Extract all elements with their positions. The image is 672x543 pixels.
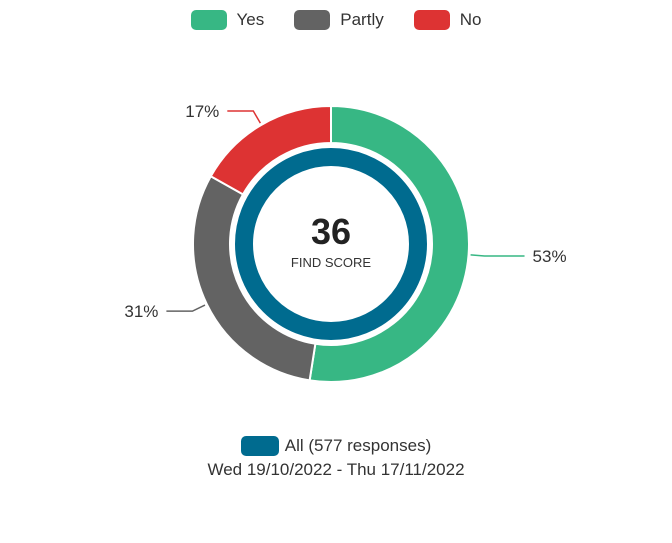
- legend-swatch-no: [413, 10, 450, 30]
- slice-labels: 53% 31% 17%: [124, 102, 566, 321]
- connector-no: [227, 110, 262, 124]
- legend-swatch-partly: [294, 10, 331, 30]
- legend-item-no[interactable]: No: [413, 10, 482, 30]
- series-swatch-all[interactable]: [240, 436, 279, 456]
- chart-footer: All (577 responses) Wed 19/10/2022 - Thu…: [0, 434, 672, 480]
- legend-item-partly[interactable]: Partly: [294, 10, 384, 30]
- find-score-value: 36: [311, 211, 351, 252]
- series-label-all[interactable]: All (577 responses): [284, 436, 432, 455]
- slice-label-no: 17%: [185, 102, 219, 121]
- find-score-ring: [235, 148, 427, 340]
- legend-swatch-yes: [190, 10, 227, 30]
- connector-yes: [470, 254, 525, 257]
- chart-legend: Yes Partly No: [0, 10, 672, 30]
- legend-label-no: No: [459, 10, 482, 29]
- date-range: Wed 19/10/2022 - Thu 17/11/2022: [207, 460, 465, 479]
- legend-label-partly: Partly: [340, 10, 384, 29]
- slice-no[interactable]: [209, 104, 332, 196]
- donut-slices: [192, 104, 470, 383]
- legend-label-yes: Yes: [236, 10, 265, 29]
- find-score-label: FIND SCORE: [291, 255, 372, 270]
- slice-label-partly: 31%: [124, 302, 158, 321]
- slice-yes[interactable]: [308, 104, 470, 383]
- connector-partly: [166, 304, 206, 312]
- slice-connectors: [166, 110, 525, 312]
- legend-item-yes[interactable]: Yes: [190, 10, 265, 30]
- slice-label-yes: 53%: [533, 247, 567, 266]
